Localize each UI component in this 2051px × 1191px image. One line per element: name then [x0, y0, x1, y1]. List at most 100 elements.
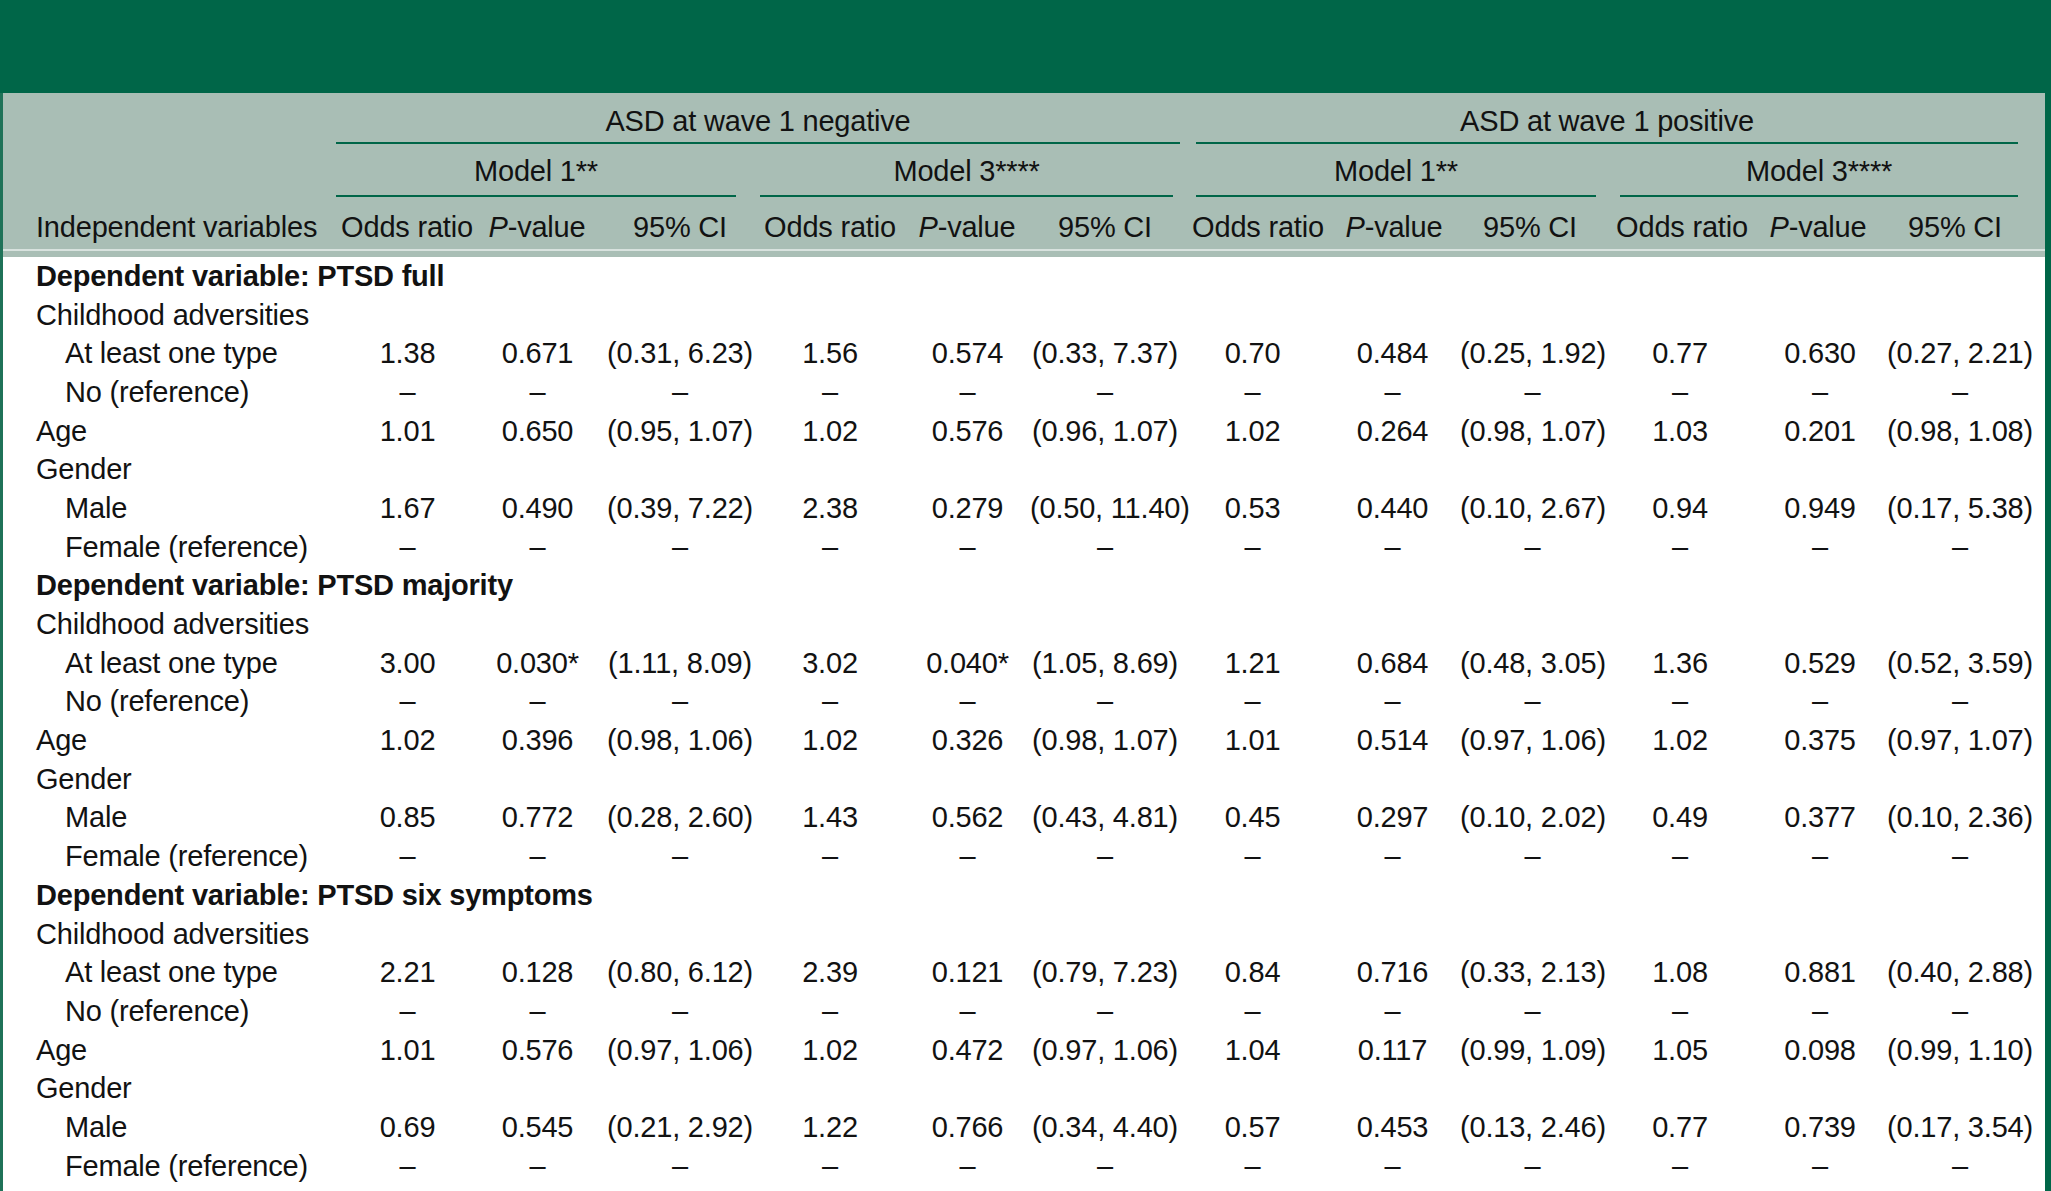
table-cell: 0.490 — [470, 492, 605, 525]
table-cell: (0.10, 2.02) — [1460, 801, 1605, 834]
table-cell: 0.684 — [1325, 647, 1460, 680]
table-cell: (0.99, 1.10) — [1885, 1034, 2035, 1067]
table-cell: – — [1180, 685, 1325, 718]
group-header-asd-negative: ASD at wave 1 negative — [336, 99, 1180, 143]
table-cell: – — [905, 840, 1030, 873]
table-cell: 1.02 — [755, 415, 905, 448]
table-cell: 1.02 — [755, 1034, 905, 1067]
p-rest: -value — [1789, 211, 1867, 243]
row-label: Dependent variable: PTSD full — [0, 260, 2035, 293]
table-cell: 0.201 — [1755, 415, 1885, 448]
table-cell: 0.85 — [345, 801, 470, 834]
row-label: No (reference) — [0, 685, 345, 718]
table-cell: 0.77 — [1605, 1111, 1755, 1144]
table-row: Dependent variable: PTSD full — [0, 257, 2051, 296]
table-cell: – — [470, 1150, 605, 1183]
table-cell: – — [1030, 840, 1180, 873]
table-row: Male0.850.772(0.28, 2.60)1.430.562(0.43,… — [0, 799, 2051, 838]
table-cell: 0.881 — [1755, 956, 1885, 989]
table-cell: (0.48, 3.05) — [1460, 647, 1605, 680]
table-cell: – — [1325, 376, 1460, 409]
table-cell: 0.949 — [1755, 492, 1885, 525]
table-cell: – — [1030, 995, 1180, 1028]
table-cell: – — [1605, 840, 1755, 873]
model-rule-pos3 — [1620, 195, 2018, 197]
table-cell: – — [345, 1150, 470, 1183]
table-cell: 3.02 — [755, 647, 905, 680]
table-cell: 0.562 — [905, 801, 1030, 834]
table-cell: (0.52, 3.59) — [1885, 647, 2035, 680]
table-cell: – — [1460, 995, 1605, 1028]
row-label: At least one type — [0, 956, 345, 989]
row-label: Dependent variable: PTSD six symptoms — [0, 879, 2035, 912]
table-cell: 0.396 — [470, 724, 605, 757]
table-cell: 0.94 — [1605, 492, 1755, 525]
table-cell: – — [470, 995, 605, 1028]
row-label: Male — [0, 801, 345, 834]
model-header-neg-model3: Model 3**** — [760, 149, 1173, 193]
table-cell: 0.529 — [1755, 647, 1885, 680]
table-cell: – — [605, 685, 755, 718]
table-cell: 1.67 — [345, 492, 470, 525]
table-cell: – — [1885, 840, 2035, 873]
table-cell: 1.03 — [1605, 415, 1755, 448]
table-cell: 0.117 — [1325, 1034, 1460, 1067]
table-cell: 0.69 — [345, 1111, 470, 1144]
table-row: Childhood adversities — [0, 296, 2051, 335]
table-left-border — [0, 93, 3, 1191]
table-cell: – — [1605, 685, 1755, 718]
table-cell: – — [1030, 376, 1180, 409]
table-cell: 0.453 — [1325, 1111, 1460, 1144]
table-cell: (0.79, 7.23) — [1030, 956, 1180, 989]
table-cell: – — [1030, 685, 1180, 718]
table-row: Male1.670.490(0.39, 7.22)2.380.279(0.50,… — [0, 489, 2051, 528]
table-cell: 0.576 — [905, 415, 1030, 448]
table-cell: (0.28, 2.60) — [605, 801, 755, 834]
table-cell: – — [755, 840, 905, 873]
table-cell: – — [345, 995, 470, 1028]
table-cell: – — [905, 531, 1030, 564]
group-rule-positive — [1196, 142, 2018, 144]
table-cell: 2.39 — [755, 956, 905, 989]
table-cell: (0.95, 1.07) — [605, 415, 755, 448]
table-cell: – — [1885, 376, 2035, 409]
table-cell: (0.17, 3.54) — [1885, 1111, 2035, 1144]
table-cell: 2.21 — [345, 956, 470, 989]
table-row: Dependent variable: PTSD majority — [0, 567, 2051, 606]
table-cell: – — [470, 531, 605, 564]
table-cell: 1.56 — [755, 337, 905, 370]
row-label: Childhood adversities — [0, 918, 2035, 951]
table-cell: – — [755, 1150, 905, 1183]
table-row: Female (reference)–––––––––––– — [0, 528, 2051, 567]
table-title-bar — [0, 0, 2051, 93]
table-cell: (0.21, 2.92) — [605, 1111, 755, 1144]
row-label: Gender — [0, 763, 2035, 796]
table-cell: – — [1325, 531, 1460, 564]
table-cell: 1.38 — [345, 337, 470, 370]
model-header-neg-model1: Model 1** — [336, 149, 736, 193]
table-cell: 0.53 — [1180, 492, 1325, 525]
table-cell: – — [1460, 1150, 1605, 1183]
table-cell: – — [1755, 531, 1885, 564]
table-row: No (reference)–––––––––––– — [0, 683, 2051, 722]
table-cell: 1.21 — [1180, 647, 1325, 680]
table-cell: – — [1180, 531, 1325, 564]
table-cell: – — [1325, 685, 1460, 718]
row-label: No (reference) — [0, 376, 345, 409]
table-cell: 1.04 — [1180, 1034, 1325, 1067]
table-cell: – — [755, 531, 905, 564]
table-cell: – — [1755, 840, 1885, 873]
table-row: Age1.010.650(0.95, 1.07)1.020.576(0.96, … — [0, 412, 2051, 451]
table-cell: 0.45 — [1180, 801, 1325, 834]
table-cell: – — [1460, 840, 1605, 873]
row-label: Male — [0, 492, 345, 525]
table-cell: – — [1460, 531, 1605, 564]
table-cell: 0.128 — [470, 956, 605, 989]
column-header-ci: 95% CI — [1860, 204, 2050, 250]
table-cell: – — [605, 376, 755, 409]
table-cell: 1.22 — [755, 1111, 905, 1144]
table-cell: (0.31, 6.23) — [605, 337, 755, 370]
table-cell: 0.57 — [1180, 1111, 1325, 1144]
table-cell: (0.10, 2.36) — [1885, 801, 2035, 834]
table-cell: – — [605, 1150, 755, 1183]
